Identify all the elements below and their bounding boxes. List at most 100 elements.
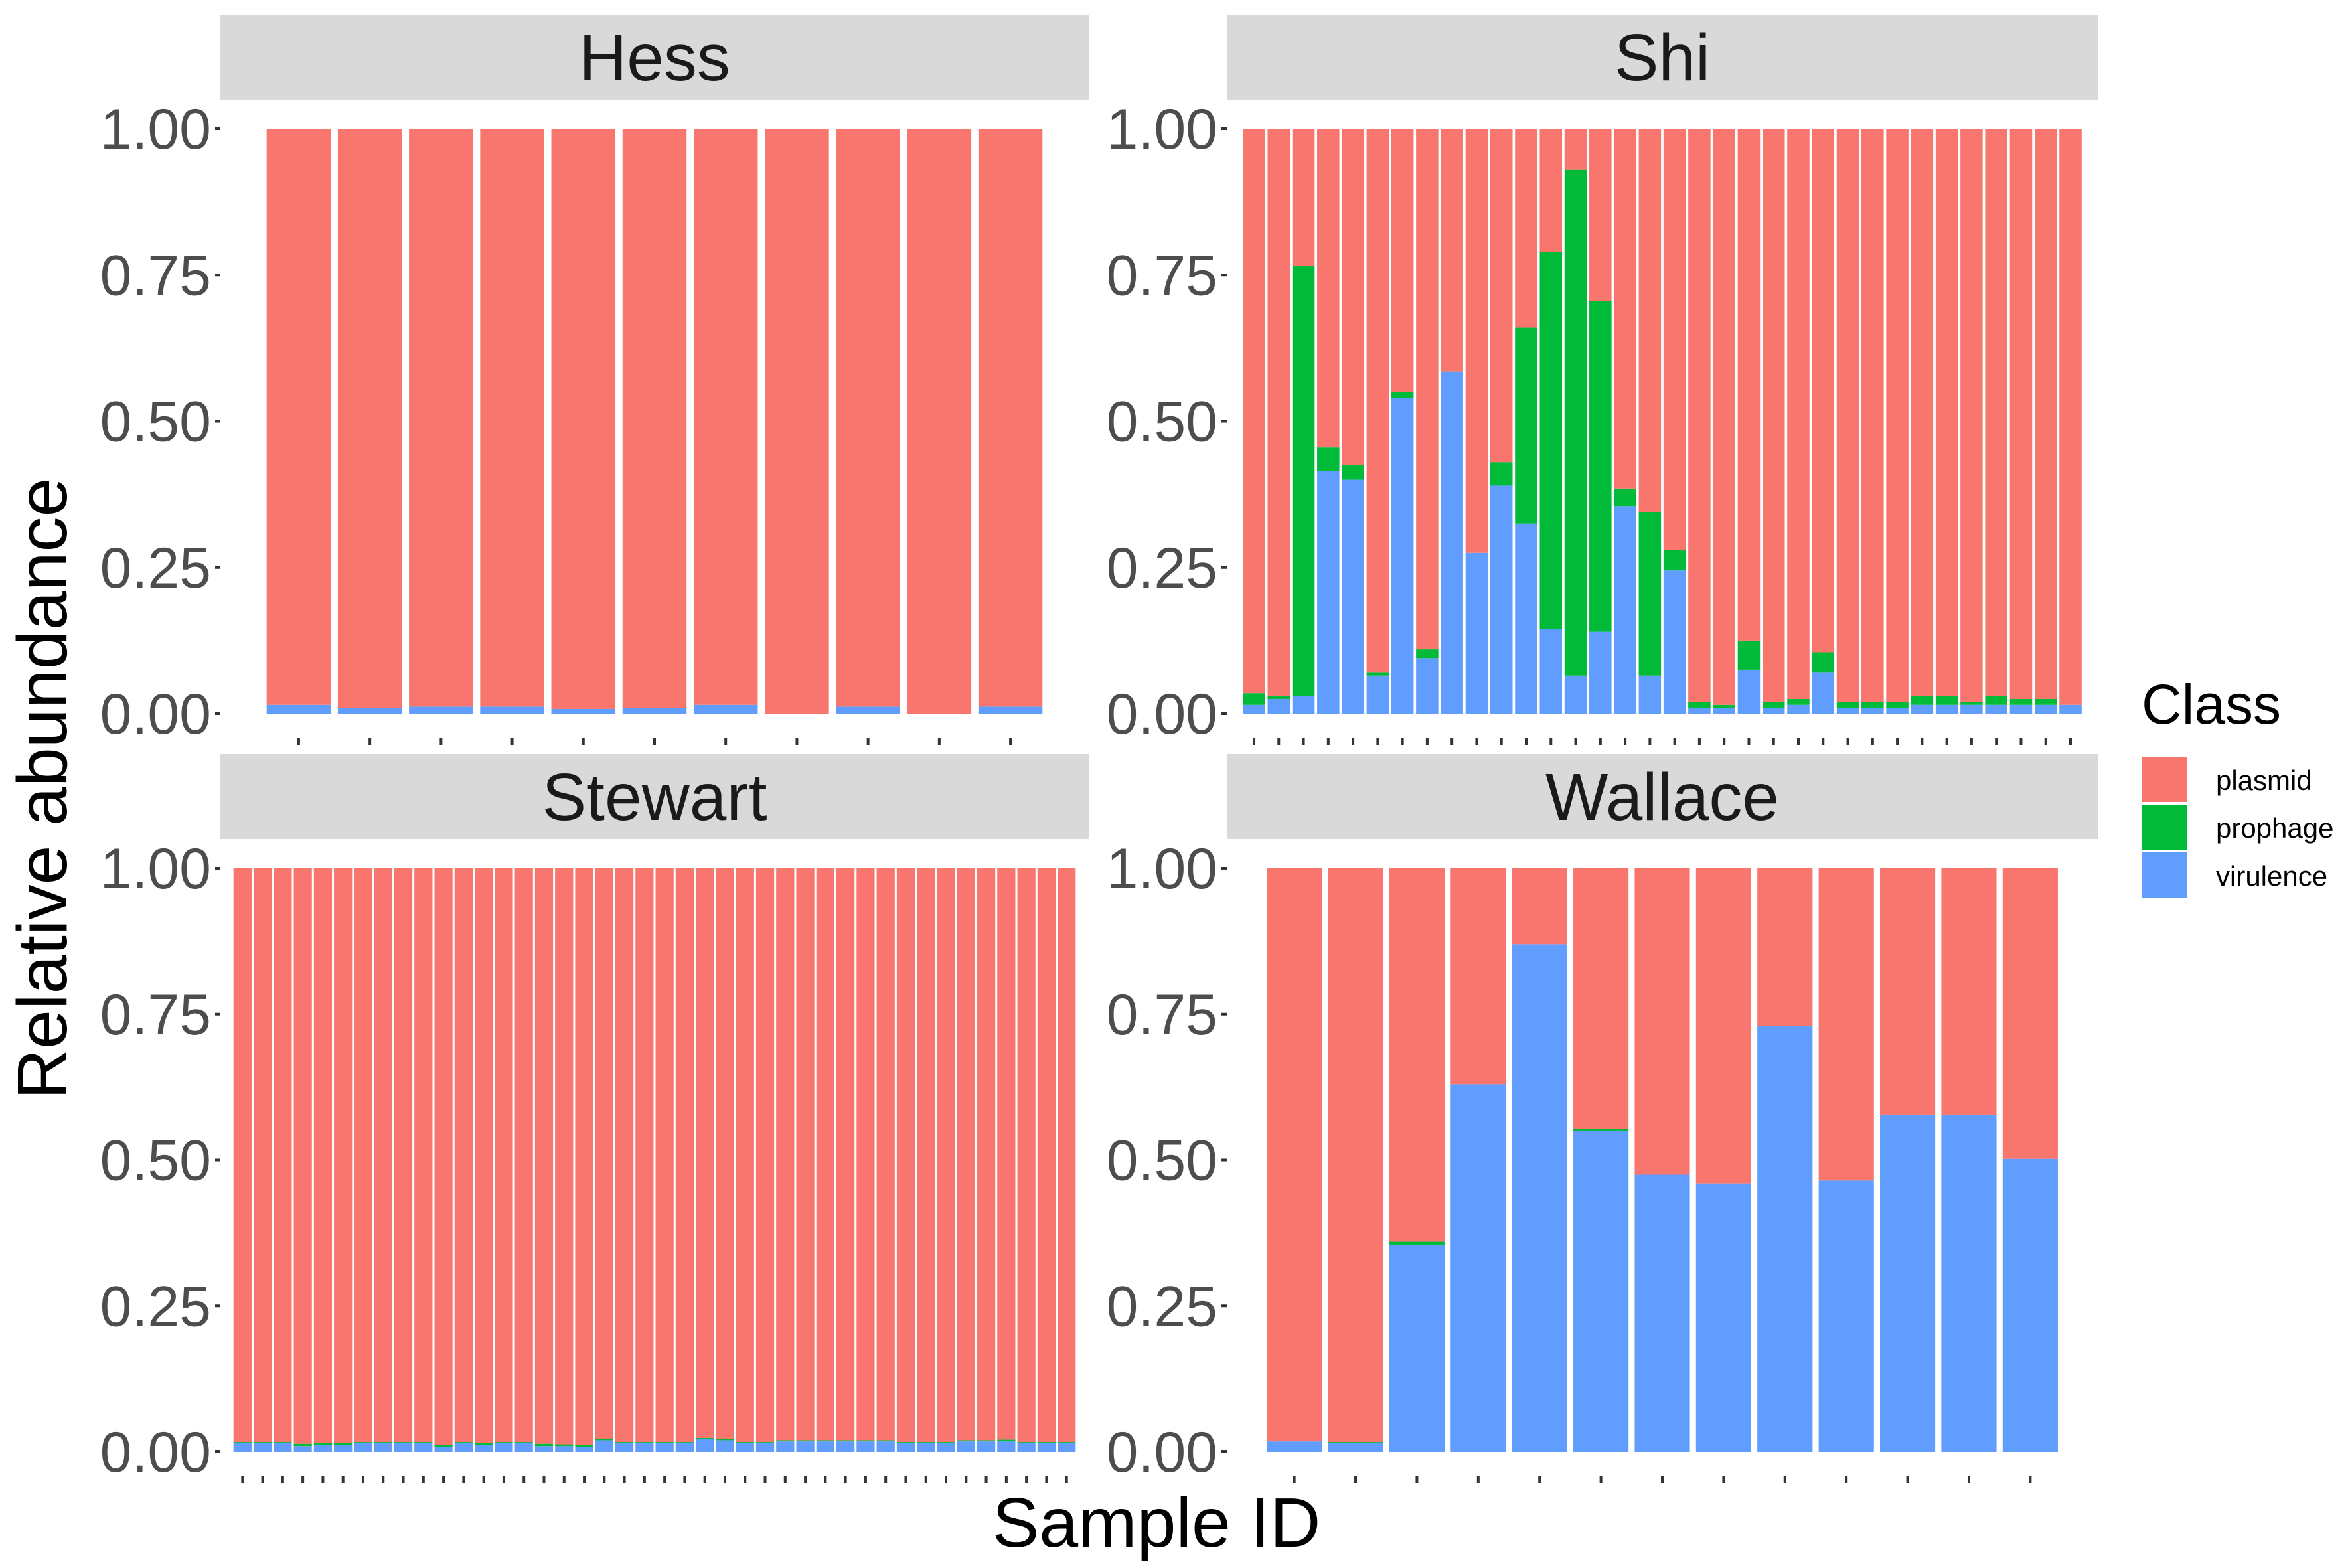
bar-segment-prophage	[454, 1442, 473, 1443]
bar-segment-plasmid	[1836, 129, 1859, 702]
bar-segment-plasmid	[1512, 868, 1567, 945]
y-tick-label: 1.00	[1107, 837, 1217, 901]
bar-segment-plasmid	[622, 129, 687, 708]
bar-segment-prophage	[1366, 672, 1389, 676]
bar-segment-virulence	[595, 1440, 613, 1452]
bar-segment-virulence	[1243, 704, 1265, 714]
bar-segment-prophage	[1886, 702, 1909, 708]
bar-segment-plasmid	[937, 868, 955, 1443]
bar-segment-virulence	[1886, 708, 1909, 714]
bar-segment-virulence	[1960, 704, 1983, 714]
bar-segment-prophage	[274, 1442, 292, 1443]
bar-segment-plasmid	[907, 129, 972, 714]
bar-segment-prophage	[635, 1442, 654, 1443]
bar-segment-plasmid	[595, 868, 613, 1439]
bar-segment-virulence	[622, 708, 687, 714]
bar-segment-prophage	[1836, 702, 1859, 708]
legend-label-virulence: virulence	[2216, 860, 2327, 892]
bar-segment-virulence	[1416, 658, 1439, 714]
y-tick-label: 1.00	[100, 98, 211, 161]
bar-segment-prophage	[575, 1445, 593, 1447]
bar-segment-prophage	[1515, 327, 1537, 524]
bar-segment-virulence	[1389, 1244, 1445, 1452]
bar-segment-plasmid	[776, 868, 795, 1441]
facet-strip	[220, 15, 1089, 100]
bar-segment-plasmid	[1634, 868, 1690, 1175]
bar-segment-plasmid	[693, 129, 758, 705]
bar-segment-virulence	[1713, 708, 1735, 714]
bar-segment-virulence	[334, 1445, 353, 1452]
bar-segment-plasmid	[434, 868, 453, 1445]
bar-segment-virulence	[1638, 675, 1662, 714]
bar-segment-plasmid	[1762, 129, 1785, 702]
bar-segment-prophage	[534, 1443, 554, 1447]
y-tick-label: 0.25	[1107, 1275, 1217, 1338]
bar-segment-plasmid	[1342, 129, 1364, 465]
bar-segment-plasmid	[1818, 868, 1874, 1181]
bar-segment-plasmid	[1985, 129, 2007, 696]
bar-segment-prophage	[1663, 550, 1686, 571]
bar-segment-plasmid	[454, 868, 473, 1443]
bar-segment-prophage	[997, 1439, 1016, 1442]
bar-segment-virulence	[2034, 704, 2057, 714]
bar-segment-virulence	[1328, 1443, 1383, 1452]
bar-segment-virulence	[693, 704, 758, 714]
bar-segment-plasmid	[997, 868, 1016, 1440]
bar-segment-plasmid	[765, 129, 829, 714]
bar-segment-plasmid	[1812, 129, 1835, 653]
bar-segment-plasmid	[495, 868, 513, 1443]
bar-segment-prophage	[1713, 704, 1735, 708]
bar-segment-prophage	[475, 1443, 493, 1445]
legend-key-virulence	[2142, 852, 2187, 898]
bar-segment-plasmid	[1292, 129, 1315, 267]
bar-segment-virulence	[480, 706, 544, 714]
bar-segment-plasmid	[836, 868, 855, 1441]
bar-segment-plasmid	[337, 129, 402, 708]
bar-segment-prophage	[1911, 696, 1934, 705]
bar-segment-prophage	[856, 1440, 875, 1442]
bar-segment-virulence	[836, 1441, 855, 1452]
bar-segment-virulence	[1614, 506, 1636, 714]
bar-segment-prophage	[1267, 696, 1291, 699]
bar-segment-plasmid	[534, 868, 554, 1444]
bar-segment-prophage	[716, 1439, 734, 1441]
bar-segment-prophage	[313, 1443, 333, 1445]
bar-segment-plasmid	[655, 868, 674, 1443]
bar-segment-virulence	[1573, 1131, 1629, 1452]
y-tick-label: 0.00	[1107, 1421, 1217, 1484]
y-tick-label: 0.75	[100, 244, 211, 307]
bar-segment-virulence	[1911, 704, 1934, 714]
bar-segment-virulence	[2059, 704, 2082, 714]
bar-segment-virulence	[1634, 1174, 1690, 1452]
bar-segment-plasmid	[755, 868, 775, 1443]
bar-segment-virulence	[475, 1445, 493, 1452]
bar-segment-plasmid	[1564, 129, 1587, 170]
bar-segment-virulence	[1564, 675, 1587, 714]
bar-segment-prophage	[1389, 1241, 1445, 1245]
y-tick-label: 0.00	[1107, 682, 1217, 746]
bar-segment-virulence	[1812, 672, 1835, 714]
bar-segment-virulence	[293, 1446, 312, 1452]
bar-segment-plasmid	[293, 868, 312, 1444]
bar-segment-plasmid	[1037, 868, 1056, 1443]
y-tick-label: 0.50	[1107, 390, 1217, 454]
bar-segment-prophage	[1762, 702, 1785, 708]
bar-segment-plasmid	[1490, 129, 1513, 463]
bar-segment-prophage	[2034, 698, 2057, 705]
bar-segment-plasmid	[514, 868, 533, 1443]
bar-segment-plasmid	[978, 129, 1043, 707]
bar-segment-virulence	[1512, 944, 1567, 1452]
bar-segment-plasmid	[1389, 868, 1445, 1242]
bar-segment-prophage	[917, 1442, 935, 1443]
bar-segment-virulence	[266, 704, 331, 714]
bar-segment-prophage	[615, 1442, 634, 1443]
bar-segment-virulence	[1935, 704, 1958, 714]
bar-segment-prophage	[776, 1440, 795, 1442]
bar-segment-prophage	[816, 1440, 834, 1442]
facet-strip	[1227, 15, 2098, 100]
bar-segment-virulence	[394, 1443, 413, 1452]
bar-segment-virulence	[1441, 371, 1463, 714]
bar-segment-prophage	[1317, 447, 1340, 471]
bar-segment-virulence	[1037, 1443, 1056, 1452]
